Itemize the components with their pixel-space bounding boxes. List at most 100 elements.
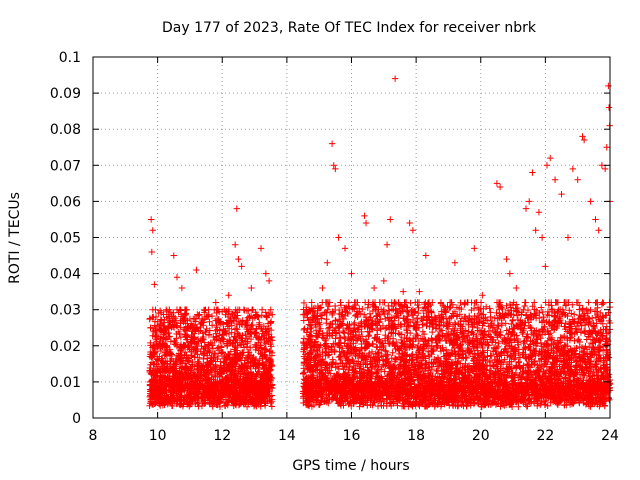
data-points <box>146 75 614 411</box>
data-point <box>267 357 275 365</box>
data-point <box>227 314 234 322</box>
data-point <box>506 300 514 308</box>
data-point <box>251 341 259 348</box>
data-point <box>182 384 189 392</box>
data-point <box>254 392 262 399</box>
data-point <box>226 337 233 344</box>
data-point <box>158 398 166 406</box>
data-point <box>191 315 198 322</box>
data-point <box>249 321 256 329</box>
data-point <box>169 372 177 380</box>
data-point <box>183 374 191 381</box>
data-point <box>267 341 274 348</box>
data-point <box>157 347 165 355</box>
data-point <box>204 348 211 355</box>
data-point <box>233 335 240 343</box>
data-point <box>193 324 200 331</box>
data-point <box>531 299 538 306</box>
data-point <box>181 387 188 395</box>
data-point <box>191 354 198 361</box>
data-point <box>236 339 244 347</box>
data-point <box>183 392 190 400</box>
data-point <box>228 329 235 336</box>
data-point <box>205 394 212 401</box>
data-point <box>232 400 240 408</box>
data-point <box>219 348 227 356</box>
data-point <box>164 400 171 408</box>
data-point <box>191 344 199 351</box>
data-point <box>177 324 184 331</box>
data-point <box>147 370 155 377</box>
data-point <box>163 393 171 400</box>
data-point <box>149 344 156 351</box>
data-point <box>149 332 156 339</box>
data-point <box>235 330 242 338</box>
data-point <box>243 334 251 342</box>
data-point <box>187 323 194 331</box>
data-point <box>212 317 219 324</box>
data-point <box>247 362 254 370</box>
data-point <box>208 387 215 394</box>
data-point <box>205 342 212 350</box>
data-point <box>199 364 206 371</box>
data-point <box>201 309 208 316</box>
data-point <box>168 402 176 410</box>
data-point <box>165 315 173 322</box>
data-point <box>173 388 180 395</box>
data-point <box>267 384 275 391</box>
data-point <box>242 379 250 387</box>
data-point <box>171 368 178 375</box>
data-point <box>239 362 246 370</box>
data-point <box>170 363 177 370</box>
data-point <box>255 388 263 396</box>
data-point <box>158 327 165 334</box>
data-point <box>240 344 248 351</box>
data-point <box>147 339 154 347</box>
data-point <box>219 376 226 383</box>
data-point <box>248 375 256 383</box>
data-point <box>242 381 249 388</box>
data-point <box>201 391 208 398</box>
data-point <box>195 362 202 370</box>
data-point <box>194 351 201 358</box>
data-point <box>184 393 192 401</box>
data-point <box>164 360 171 367</box>
data-point <box>168 351 175 358</box>
data-point <box>211 349 219 357</box>
data-point <box>204 384 211 391</box>
data-point <box>188 320 195 327</box>
data-point <box>175 328 182 336</box>
data-point <box>248 375 255 382</box>
data-point <box>265 363 273 371</box>
data-point <box>153 386 161 393</box>
data-point <box>213 306 221 313</box>
data-point <box>157 335 164 343</box>
data-point <box>225 330 233 338</box>
data-point <box>213 368 221 376</box>
data-point <box>255 344 263 352</box>
data-point <box>234 397 241 404</box>
data-point <box>241 370 248 377</box>
data-point <box>252 381 260 388</box>
data-point <box>266 347 274 355</box>
data-point <box>244 340 251 347</box>
data-point <box>374 402 382 410</box>
data-point <box>195 365 203 373</box>
data-point <box>156 385 163 392</box>
data-point <box>258 312 266 319</box>
data-point <box>248 386 255 394</box>
data-point <box>181 326 188 333</box>
data-point <box>258 306 266 313</box>
data-point <box>216 326 223 334</box>
data-point <box>253 333 261 341</box>
data-point <box>265 331 272 338</box>
data-point <box>262 399 269 407</box>
data-point <box>209 345 217 352</box>
data-point <box>162 325 169 333</box>
data-point <box>224 354 232 361</box>
data-point <box>220 325 227 333</box>
data-point <box>165 383 172 391</box>
data-point <box>166 369 173 376</box>
data-point <box>213 333 220 340</box>
data-point <box>217 318 224 325</box>
